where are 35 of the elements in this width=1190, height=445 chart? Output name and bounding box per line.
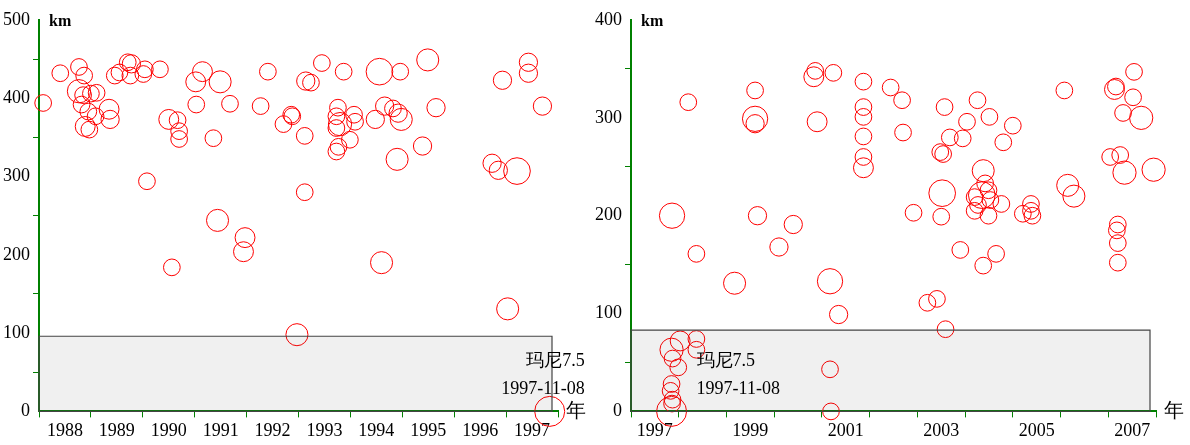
x-tick-label: 1990 [150, 419, 187, 440]
y-axis-title: km [641, 12, 664, 30]
y-tick-label: 0 [613, 400, 622, 421]
x-tick-label: 1997 [636, 419, 673, 440]
x-tick-label: 1993 [306, 419, 343, 440]
y-tick-label: 200 [3, 243, 30, 264]
x-tick-label: 1991 [202, 419, 239, 440]
y-tick-label: 500 [3, 8, 30, 29]
annotation: 玛尼7.5 [696, 350, 756, 371]
x-tick-label: 2003 [923, 419, 960, 440]
y-tick-label: 200 [595, 204, 622, 225]
x-tick-label: 1989 [98, 419, 135, 440]
y-tick-label: 300 [595, 106, 622, 127]
x-tick-label: 1992 [254, 419, 291, 440]
annotation: 1997-11-08 [501, 378, 585, 399]
x-tick-label: 2001 [827, 419, 864, 440]
y-tick-label: 100 [595, 302, 622, 323]
x-tick-label: 1996 [462, 419, 499, 440]
y-tick-label: 100 [3, 321, 30, 342]
y-axis-title: km [49, 12, 72, 30]
y-tick-label: 400 [3, 87, 30, 108]
y-tick-label: 300 [3, 165, 30, 186]
x-tick-label: 2007 [1114, 419, 1151, 440]
y-tick-label: 0 [21, 400, 30, 421]
x-axis-title: 年 [566, 398, 586, 421]
x-axis-title: 年 [1164, 398, 1184, 421]
x-tick-label: 1997 [514, 419, 551, 440]
annotation: 玛尼7.5 [526, 350, 585, 371]
x-tick-label: 1994 [358, 419, 395, 440]
x-tick-label: 2005 [1018, 419, 1055, 440]
x-tick-label: 1988 [46, 419, 83, 440]
annotation: 1997-11-08 [696, 378, 780, 399]
x-tick-label: 1995 [410, 419, 447, 440]
x-tick-label: 1999 [732, 419, 769, 440]
y-tick-label: 400 [595, 8, 622, 29]
